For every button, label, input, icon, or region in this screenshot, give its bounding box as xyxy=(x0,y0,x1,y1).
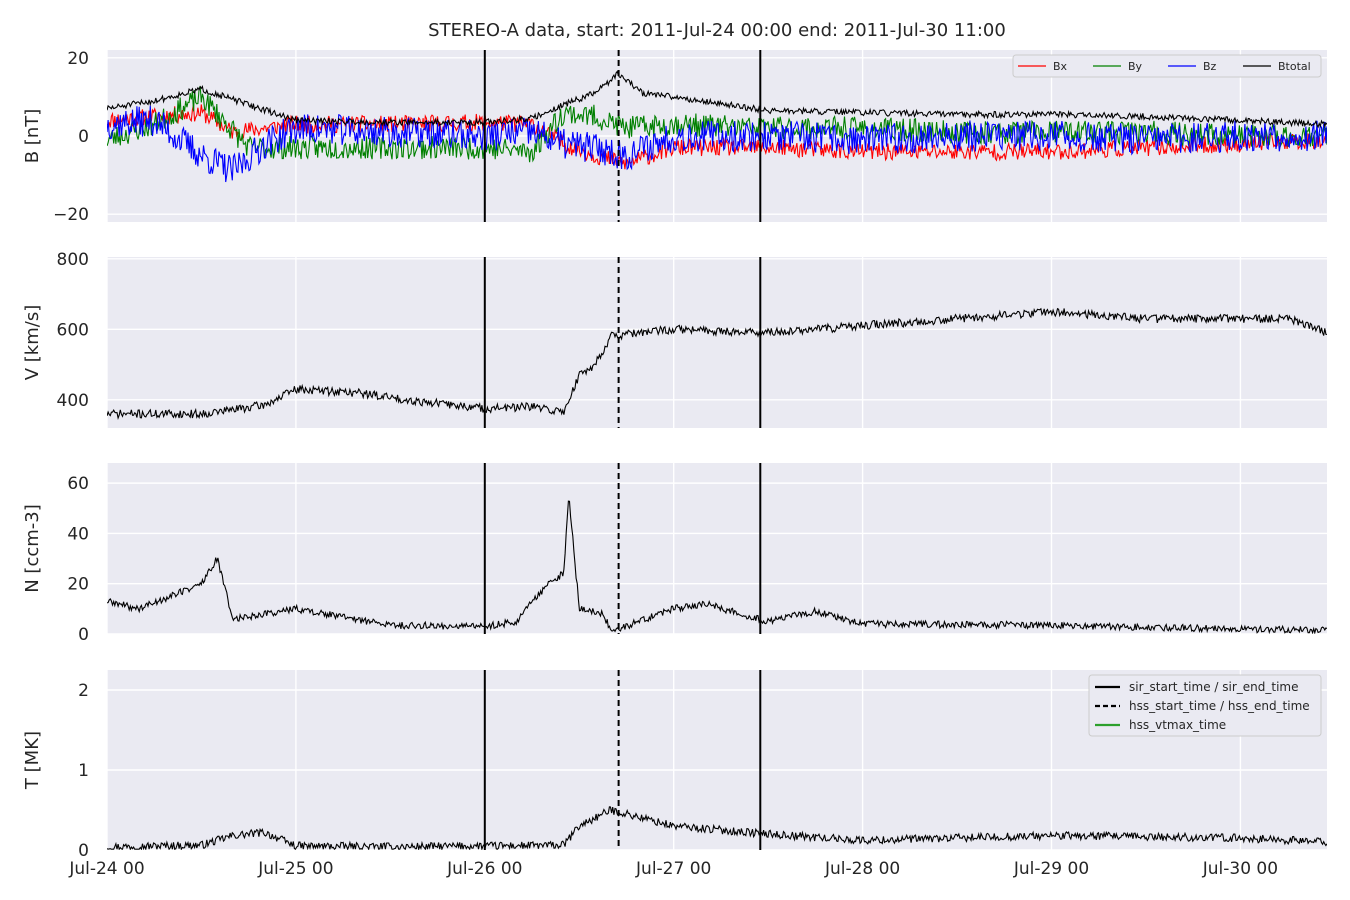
x-tick-label: Jul-30 00 xyxy=(1202,859,1278,879)
legend-label-Btotal: Btotal xyxy=(1278,60,1311,73)
y-tick-label: 400 xyxy=(57,391,89,411)
panel-N: 0 20 40 60 N [ccm-3] xyxy=(22,463,1327,645)
y-axis-label-T: T [MK] xyxy=(22,731,43,790)
y-tick-label: 800 xyxy=(57,250,89,270)
y-tick-label: 20 xyxy=(67,49,89,69)
legend-b-frame xyxy=(1012,54,1322,78)
y-tick-label: 0 xyxy=(78,127,89,147)
series-line-T xyxy=(107,806,1327,850)
legend-events: sir_start_time / sir_end_time hss_start_t… xyxy=(1088,674,1322,737)
legend-label-Bx: Bx xyxy=(1053,60,1068,73)
y-tick-label: 0 xyxy=(78,625,89,645)
x-tick-label: Jul-26 00 xyxy=(446,859,522,879)
series-line-N xyxy=(107,500,1327,634)
y-axis-label-V: V [km/s] xyxy=(22,305,43,380)
panel-V: 400 600 800 V [km/s] xyxy=(22,250,1327,428)
y-tick-label: 2 xyxy=(78,681,89,701)
legend-label-By: By xyxy=(1128,60,1143,73)
y-tick-label: 20 xyxy=(67,575,89,595)
figure-title: STEREO-A data, start: 2011-Jul-24 00:00 … xyxy=(428,20,1006,41)
series-line-Bz xyxy=(107,105,1327,183)
y-tick-label: 1 xyxy=(78,761,89,781)
series-line-Btotal xyxy=(107,70,1327,129)
series-line-V xyxy=(107,307,1327,420)
y-tick-label: 60 xyxy=(67,474,89,494)
x-tick-label: Jul-27 00 xyxy=(635,859,711,879)
x-tick-label: Jul-25 00 xyxy=(257,859,333,879)
legend-event-label: hss_vtmax_time xyxy=(1129,718,1226,732)
plot-area-V xyxy=(107,257,1327,428)
y-axis-label-B: B [nT] xyxy=(22,109,43,164)
x-tick-label: Jul-28 00 xyxy=(824,859,900,879)
x-tick-label: Jul-24 00 xyxy=(68,859,144,879)
y-tick-label: 0 xyxy=(78,841,89,861)
legend-label-Bz: Bz xyxy=(1203,60,1217,73)
legend-event-label: sir_start_time / sir_end_time xyxy=(1129,680,1299,694)
y-tick-label: −20 xyxy=(53,205,89,225)
legend-b: Bx By Bz Btotal xyxy=(1012,54,1322,78)
y-axis-label-N: N [ccm-3] xyxy=(22,504,43,593)
y-tick-label: 600 xyxy=(57,320,89,340)
y-tick-label: 40 xyxy=(67,524,89,544)
legend-events-frame xyxy=(1088,674,1322,737)
x-tick-label: Jul-29 00 xyxy=(1013,859,1089,879)
panel-B: −20 0 20 B [nT] xyxy=(22,49,1327,225)
legend-event-label: hss_start_time / hss_end_time xyxy=(1129,699,1310,713)
